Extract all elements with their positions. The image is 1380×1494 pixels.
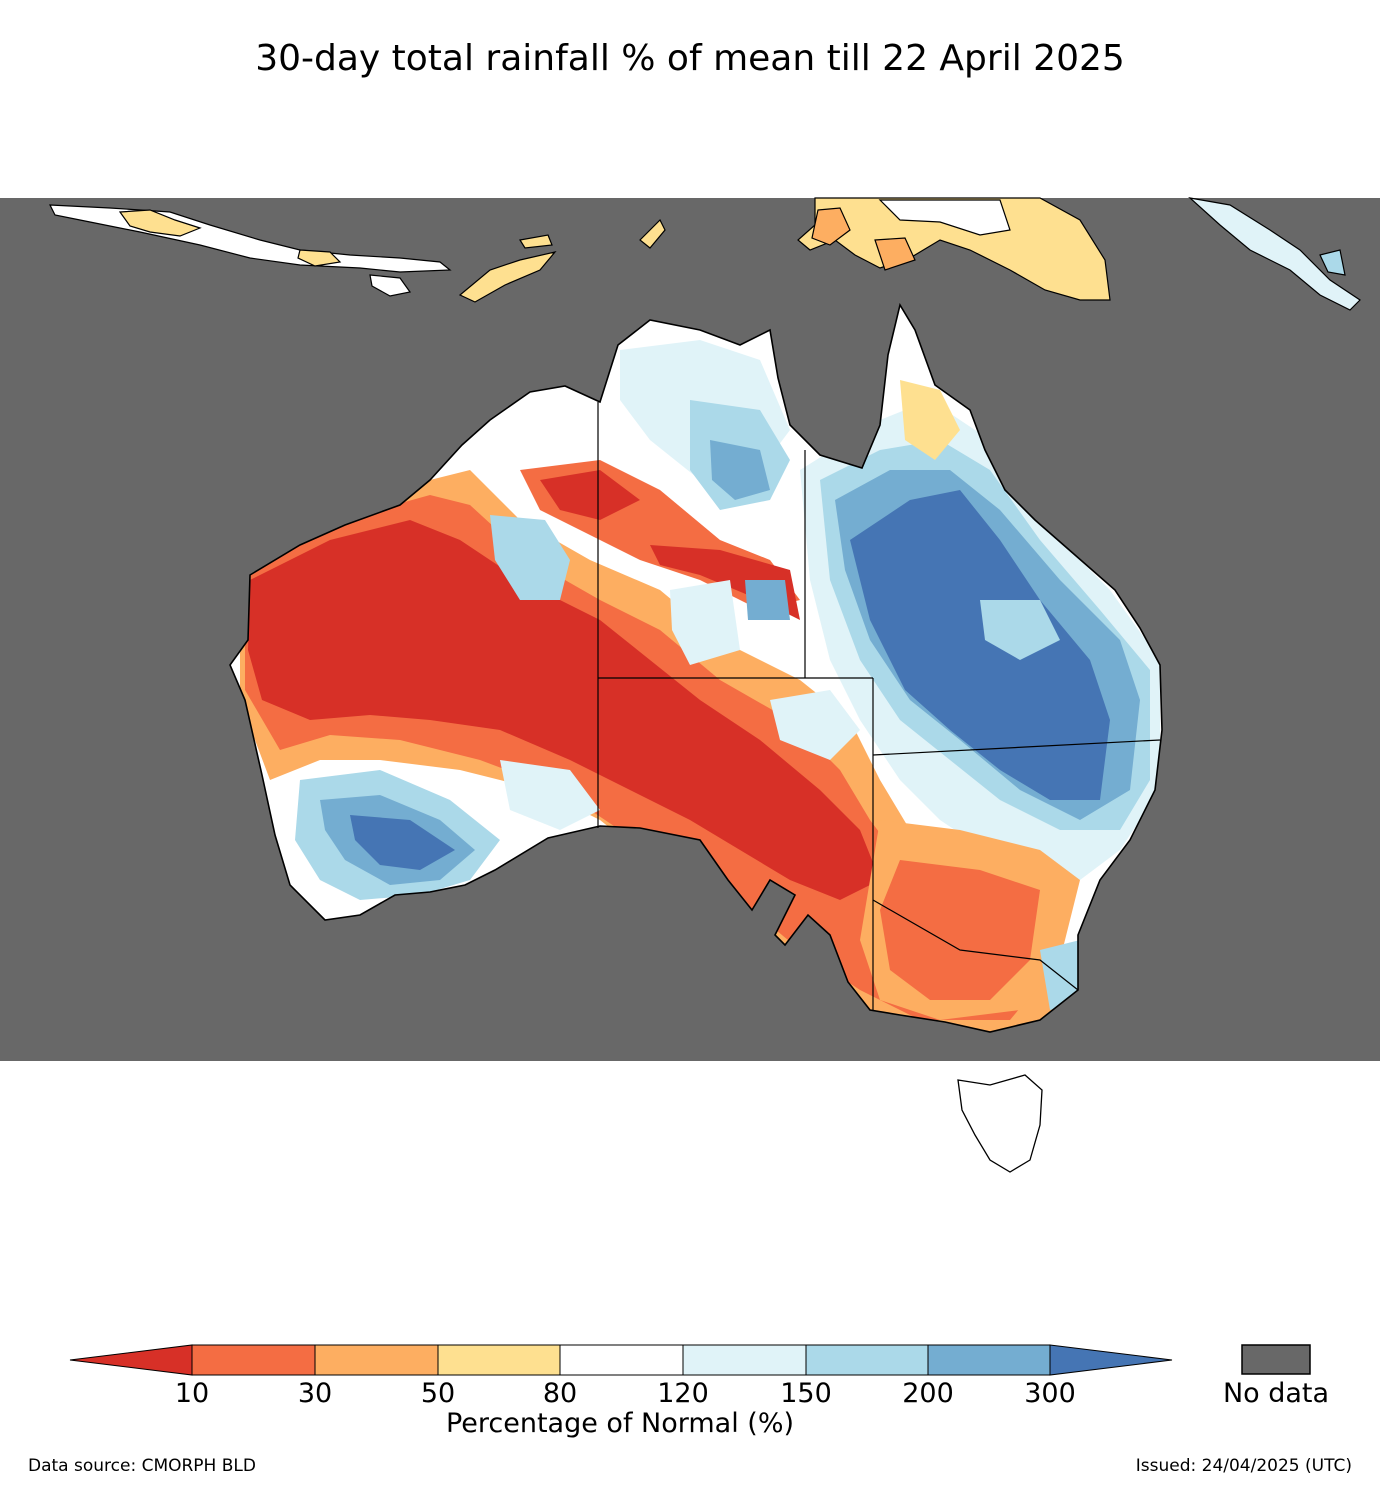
issued-text: Issued: 24/04/2025 (UTC) (1135, 1456, 1352, 1476)
tasmania-outline (957, 1074, 1043, 1173)
tick-120: 120 (657, 1378, 709, 1409)
colorbar-150-200 (805, 1344, 929, 1376)
tick-150: 150 (780, 1378, 832, 1409)
tick-300: 300 (1024, 1378, 1076, 1409)
colorbar-80-120 (559, 1344, 684, 1376)
tick-30: 30 (297, 1378, 333, 1409)
colorbar-lt10 (69, 1344, 193, 1376)
data-source-text: Data source: CMORPH BLD (28, 1456, 256, 1476)
northern-islands (49, 197, 1361, 311)
colorbar-10-30 (191, 1344, 316, 1376)
state-borders (597, 402, 1161, 1010)
australia-mainland (229, 302, 1163, 1033)
colorbar-30-50 (314, 1344, 439, 1376)
no-data-label: No data (1222, 1378, 1330, 1409)
rainfall-map (0, 197, 1380, 1173)
colorbar-200-300 (927, 1344, 1051, 1376)
no-data-swatch (1241, 1344, 1311, 1375)
tick-200: 200 (902, 1378, 954, 1409)
tick-50: 50 (420, 1378, 456, 1409)
colorbar-title: Percentage of Normal (%) (445, 1408, 795, 1439)
colorbar-50-80 (437, 1344, 561, 1376)
colorbar-gt300 (1049, 1344, 1173, 1376)
tick-80: 80 (542, 1378, 578, 1409)
colorbar-120-150 (682, 1344, 807, 1376)
map-title: 30-day total rainfall % of mean till 22 … (255, 38, 1125, 79)
tick-10: 10 (174, 1378, 210, 1409)
